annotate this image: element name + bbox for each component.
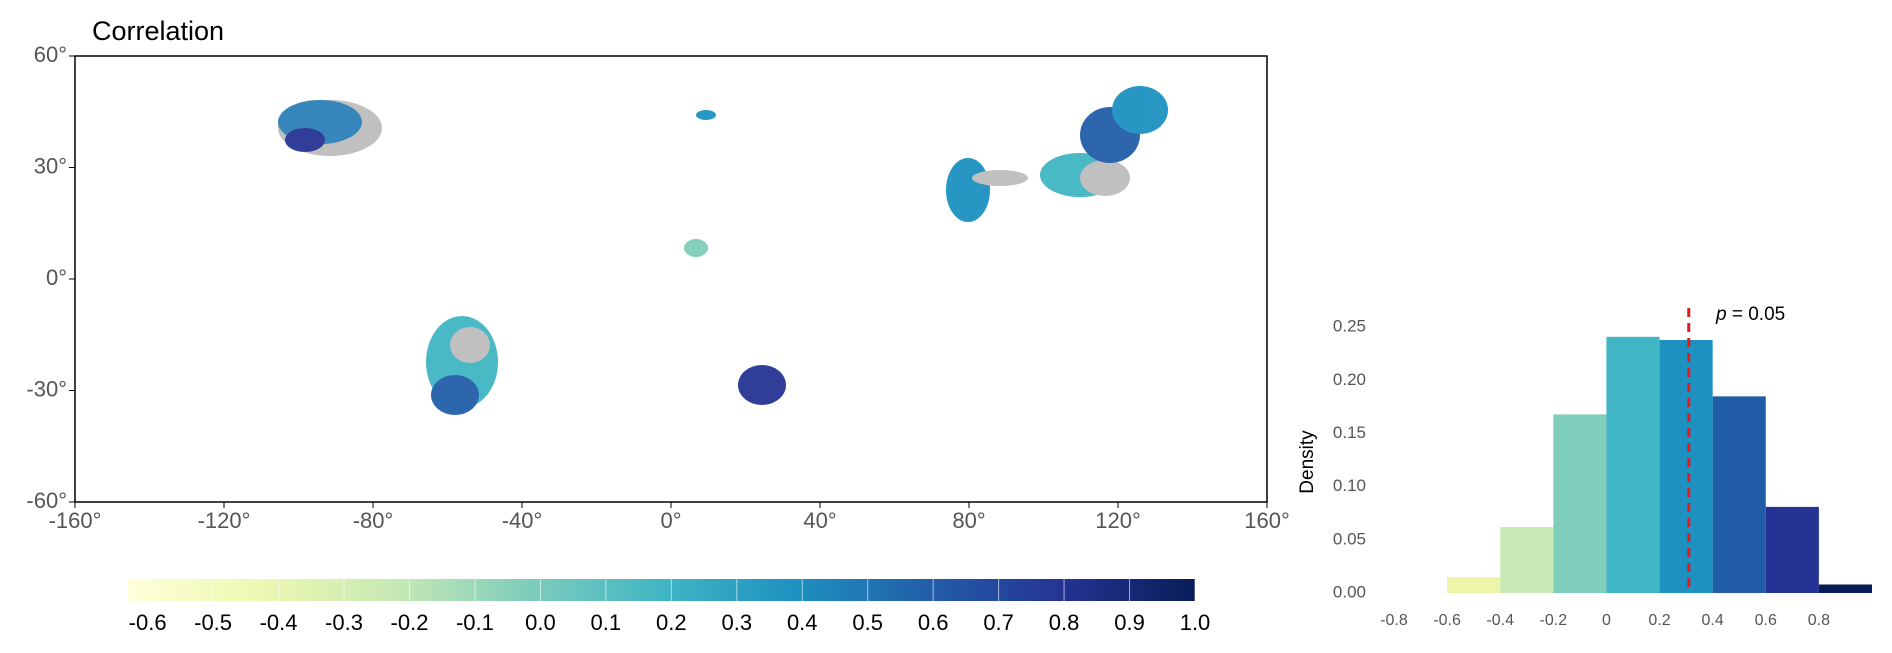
annotation-italic: p <box>1715 304 1727 325</box>
x-tick-label: 0° <box>660 508 681 533</box>
region <box>946 158 990 222</box>
x-tick-label: 80° <box>952 508 985 533</box>
region <box>285 128 325 152</box>
y-tick-label: -60° <box>26 488 67 513</box>
colorbar <box>128 579 1195 601</box>
y-tick-label: 0.10 <box>1333 476 1366 495</box>
y-tick-label: 60° <box>34 42 67 67</box>
y-tick-label: 30° <box>34 153 67 178</box>
x-tick-label: 0 <box>1602 612 1611 629</box>
x-tick-label: 120° <box>1095 508 1141 533</box>
x-tick-label: 0.8 <box>1808 612 1830 629</box>
region <box>1080 160 1130 196</box>
annotation-text: = 0.05 <box>1732 304 1785 325</box>
y-tick-label: 0.15 <box>1333 423 1366 442</box>
x-tick-label: 160° <box>1244 508 1290 533</box>
x-tick-label: 0.6 <box>1755 612 1777 629</box>
x-tick-label: -160° <box>49 508 102 533</box>
map-regions <box>278 86 1168 415</box>
colorbar-tick-label: 0.0 <box>525 610 556 635</box>
colorbar-tick-label: 0.6 <box>918 610 949 635</box>
y-tick-label: 0.25 <box>1333 317 1366 336</box>
colorbar-tick-label: 1.0 <box>1180 610 1211 635</box>
colorbar-tick-label: -0.3 <box>325 610 363 635</box>
x-tick-label: -0.8 <box>1380 612 1408 629</box>
colorbar-tick-label: 0.1 <box>591 610 622 635</box>
histogram-bar <box>1712 396 1766 593</box>
histogram-bar <box>1500 527 1554 593</box>
x-tick-label: -120° <box>198 508 251 533</box>
colorbar-tick-label: 0.5 <box>852 610 883 635</box>
y-axis-label: Density <box>1297 430 1318 494</box>
y-tick-label: 0.05 <box>1333 529 1366 548</box>
y-tick-label: 0.00 <box>1333 582 1366 601</box>
colorbar-tick-label: -0.1 <box>456 610 494 635</box>
y-tick-label: -30° <box>26 376 67 401</box>
x-tick-label: -0.6 <box>1433 612 1461 629</box>
x-tick-label: -80° <box>353 508 394 533</box>
colorbar-tick-label: 0.7 <box>983 610 1014 635</box>
x-tick-label: -0.4 <box>1486 612 1514 629</box>
colorbar-tick-label: 0.4 <box>787 610 818 635</box>
y-tick-label: 0.20 <box>1333 370 1366 389</box>
region <box>972 170 1028 186</box>
colorbar-tick-label: -0.5 <box>194 610 232 635</box>
colorbar-tick-label: 0.2 <box>656 610 687 635</box>
x-tick-label: -40° <box>502 508 543 533</box>
colorbar-tick-label: 0.8 <box>1049 610 1080 635</box>
histogram-bar <box>1659 340 1713 593</box>
annotation: p = 0.05 <box>1715 304 1785 325</box>
histogram-bar <box>1606 336 1660 593</box>
map-title: Correlation <box>92 16 224 46</box>
histogram-bar <box>1765 506 1819 593</box>
colorbar-tick-label: -0.2 <box>391 610 429 635</box>
region <box>696 110 716 120</box>
x-tick-label: 0.4 <box>1702 612 1724 629</box>
x-tick-label: 0.2 <box>1648 612 1670 629</box>
region <box>1112 86 1168 134</box>
colorbar-tick-label: -0.4 <box>260 610 298 635</box>
y-tick-label: 0° <box>46 265 67 290</box>
x-tick-label: -0.2 <box>1540 612 1568 629</box>
colorbar-tick-label: -0.6 <box>129 610 167 635</box>
histogram-bar <box>1447 577 1501 593</box>
x-tick-label: 40° <box>803 508 836 533</box>
colorbar-tick-label: 0.9 <box>1114 610 1145 635</box>
histogram-bar <box>1553 414 1607 593</box>
region <box>431 375 479 415</box>
region <box>738 365 786 405</box>
histogram-bar <box>1818 584 1872 593</box>
colorbar-tick-label: 0.3 <box>721 610 752 635</box>
region <box>684 239 708 257</box>
region <box>450 327 490 363</box>
